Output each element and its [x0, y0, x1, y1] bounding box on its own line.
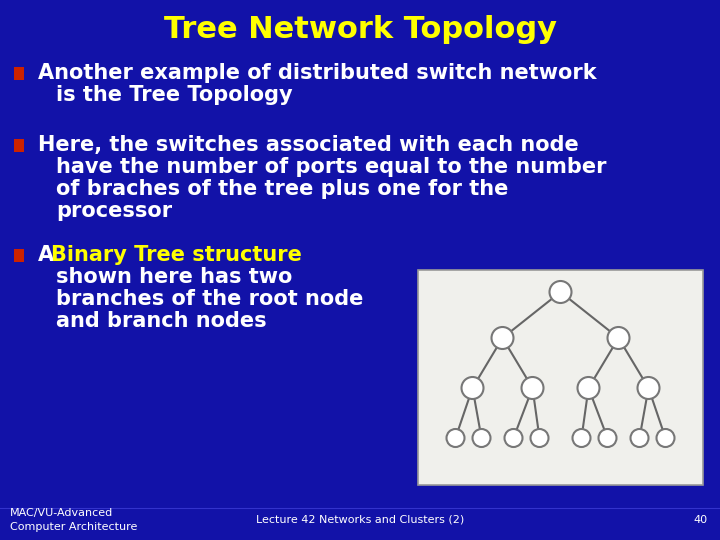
Text: shown here has two: shown here has two	[56, 267, 292, 287]
Bar	[14, 248, 24, 261]
Bar	[14, 138, 24, 152]
Text: is the Tree Topology: is the Tree Topology	[56, 85, 292, 105]
Circle shape	[462, 377, 484, 399]
Text: Another example of distributed switch network: Another example of distributed switch ne…	[38, 63, 597, 83]
Circle shape	[472, 429, 490, 447]
Text: MAC/VU-Advanced
Computer Architecture: MAC/VU-Advanced Computer Architecture	[10, 508, 138, 532]
Circle shape	[657, 429, 675, 447]
Circle shape	[521, 377, 544, 399]
Text: A: A	[38, 245, 61, 265]
Text: Binary Tree structure: Binary Tree structure	[51, 245, 302, 265]
Text: Lecture 42 Networks and Clusters (2): Lecture 42 Networks and Clusters (2)	[256, 515, 464, 525]
Text: processor: processor	[56, 201, 172, 221]
Text: 40: 40	[694, 515, 708, 525]
Circle shape	[637, 377, 660, 399]
Circle shape	[572, 429, 590, 447]
Circle shape	[505, 429, 523, 447]
Text: and branch nodes: and branch nodes	[56, 311, 266, 331]
Circle shape	[608, 327, 629, 349]
Circle shape	[631, 429, 649, 447]
Circle shape	[598, 429, 616, 447]
FancyBboxPatch shape	[418, 270, 703, 485]
Text: branches of the root node: branches of the root node	[56, 289, 364, 309]
Bar	[14, 66, 24, 79]
Circle shape	[549, 281, 572, 303]
Text: of braches of the tree plus one for the: of braches of the tree plus one for the	[56, 179, 508, 199]
Circle shape	[577, 377, 600, 399]
Circle shape	[492, 327, 513, 349]
Text: have the number of ports equal to the number: have the number of ports equal to the nu…	[56, 157, 606, 177]
Circle shape	[446, 429, 464, 447]
Text: Tree Network Topology: Tree Network Topology	[163, 16, 557, 44]
Text: Here, the switches associated with each node: Here, the switches associated with each …	[38, 135, 579, 155]
Circle shape	[531, 429, 549, 447]
